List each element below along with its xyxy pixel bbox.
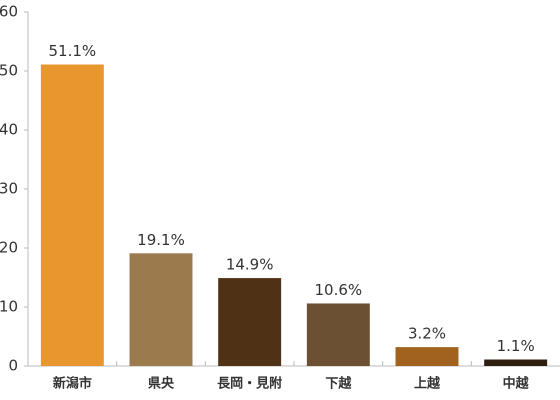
x-tick-label: 上越 xyxy=(414,376,441,392)
y-tick-label: 10 xyxy=(0,298,18,316)
y-tick-label: 60 xyxy=(0,3,18,21)
value-label: 1.1% xyxy=(497,337,535,355)
x-tick-label: 中越 xyxy=(503,376,530,392)
value-label: 3.2% xyxy=(408,325,446,343)
y-tick-label: 50 xyxy=(0,62,18,80)
value-label: 10.6% xyxy=(315,281,363,299)
x-tick-label: 新潟市 xyxy=(53,376,92,392)
y-tick-label: 0 xyxy=(8,357,18,375)
y-tick-label: 40 xyxy=(0,121,18,139)
x-tick-label: 下越 xyxy=(325,376,352,392)
bar xyxy=(218,278,282,366)
bar xyxy=(129,253,193,366)
value-label: 19.1% xyxy=(137,231,185,249)
x-tick-label: 県央 xyxy=(148,376,175,392)
bar xyxy=(484,359,548,366)
bar xyxy=(40,64,104,366)
y-tick-label: 30 xyxy=(0,180,18,198)
bar xyxy=(306,303,370,366)
bar xyxy=(395,347,459,366)
value-label: 51.1% xyxy=(49,42,97,60)
value-label: 14.9% xyxy=(226,256,274,274)
x-tick-label: 長岡・見附 xyxy=(217,376,282,392)
y-tick-label: 20 xyxy=(0,239,18,257)
